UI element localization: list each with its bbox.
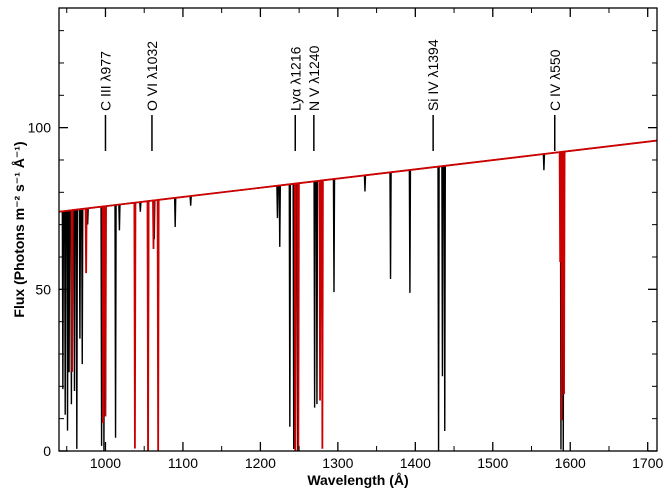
plot-frame bbox=[58, 7, 658, 452]
y-axis-label: Flux (Photons m⁻² s⁻¹ Å⁻¹) bbox=[11, 141, 27, 317]
y-tick-label: 0 bbox=[43, 443, 51, 459]
x-tick-label: 1400 bbox=[400, 455, 431, 471]
line-annotation-label: O VI λ1032 bbox=[144, 41, 160, 111]
annotation-layer: C III λ977 O VI λ1032 Lyα λ1216 N V λ1240 Si… bbox=[97, 39, 563, 151]
axis-layer: 1000 1100 1200 1300 1400 1500 1600 1700 0 50 100 bbox=[28, 8, 663, 471]
x-axis-label: Wavelength (Å) bbox=[307, 472, 408, 488]
y-tick-label: 50 bbox=[35, 281, 51, 297]
x-tick-label: 1700 bbox=[632, 455, 663, 471]
y-tick-label: 100 bbox=[28, 120, 52, 136]
x-tick-label: 1200 bbox=[245, 455, 276, 471]
series-layer bbox=[59, 139, 657, 451]
spectrum-series-1 bbox=[59, 139, 657, 451]
x-tick-label: 1500 bbox=[477, 455, 508, 471]
x-tick-label: 1300 bbox=[322, 455, 353, 471]
line-annotation-label: Si IV λ1394 bbox=[425, 39, 441, 111]
x-tick-label: 1100 bbox=[168, 455, 198, 471]
line-annotation-label: C IV λ550 bbox=[547, 49, 563, 111]
line-annotation-label: C III λ977 bbox=[97, 51, 113, 111]
line-annotation-label: Lyα λ1216 bbox=[287, 46, 303, 111]
line-annotation-label: N V λ1240 bbox=[306, 45, 322, 111]
x-tick-label: 1600 bbox=[555, 455, 586, 471]
x-tick-label: 1000 bbox=[90, 455, 121, 471]
